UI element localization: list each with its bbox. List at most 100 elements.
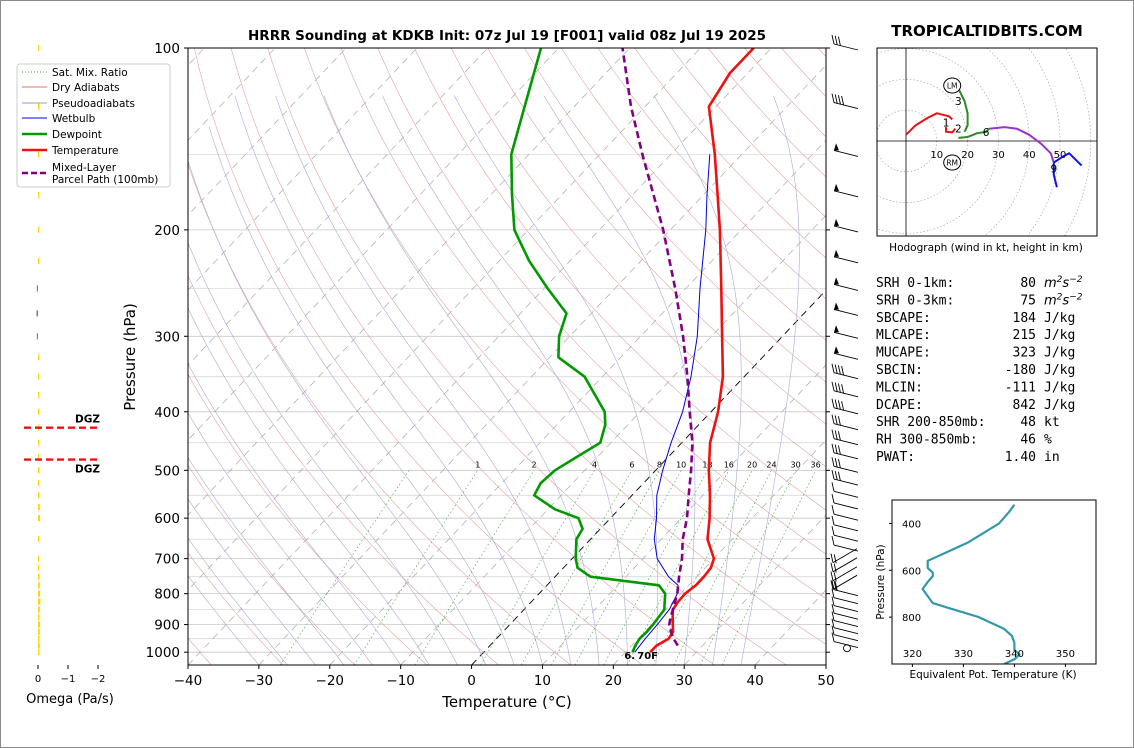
omega-bar (38, 621, 41, 628)
wind-barb-staff (833, 544, 859, 552)
omega-bar (38, 555, 40, 562)
dry-adiabat (414, 48, 826, 511)
wind-barb-feather (837, 458, 841, 469)
hodograph-height-label: 1 (943, 118, 950, 130)
legend-label: Wetbulb (52, 113, 96, 125)
pseudoadiabat (740, 95, 800, 665)
theta-y-label: Pressure (hPa) (875, 544, 887, 619)
wind-barb-staff (833, 620, 859, 627)
index-value: 842 (1013, 398, 1036, 413)
wind-barb-feather (831, 618, 835, 628)
wetbulb-line (634, 154, 711, 653)
index-value: 215 (1013, 328, 1036, 343)
wind-barb-feather (831, 611, 835, 621)
omega-bar (38, 573, 40, 580)
dry-adiabat (188, 464, 356, 665)
omega-x-tick-label: −1 (61, 674, 76, 685)
index-unit: kt (1044, 415, 1060, 430)
wind-barb-feather (831, 398, 835, 408)
wind-barb-feather (834, 415, 838, 425)
dry-adiabat (487, 48, 826, 425)
wind-barb-feather (831, 604, 835, 614)
wind-barb-feather (834, 458, 838, 468)
x-tick-label: 30 (676, 673, 693, 689)
pseudoadiabat (234, 95, 543, 665)
wind-barb-feather (830, 571, 834, 581)
index-value: 46 (1020, 433, 1036, 448)
wind-barb-flag (834, 277, 839, 285)
isotherm (471, 289, 826, 665)
omega-bar (36, 285, 38, 292)
isotherm (258, 64, 826, 665)
theta-frame (891, 499, 1097, 665)
site-watermark: TROPICALTIDBITS.COM (891, 22, 1083, 40)
index-unit: J/kg (1044, 328, 1075, 343)
omega-bar (38, 642, 40, 649)
wind-barb-feather (833, 563, 837, 573)
wind-barb-feather (830, 553, 834, 563)
omega-x-label: Omega (Pa/s) (26, 692, 114, 707)
omega-bar (36, 310, 38, 317)
wind-barb-feather (831, 596, 835, 606)
mixing-ratio-line (353, 470, 479, 665)
isotherm (188, 48, 701, 591)
wind-barb-staff (833, 627, 859, 635)
wind-barb-feather (833, 572, 837, 582)
omega-bar (38, 467, 40, 474)
wind-barb-feather (837, 383, 841, 393)
dry-adiabat (377, 48, 826, 555)
wind-barb-feather (831, 535, 835, 546)
mixing-ratio-label: 1 (475, 460, 480, 469)
index-unit: in (1044, 450, 1060, 465)
wind-barb-staff (833, 352, 859, 360)
mixing-ratio-label: 24 (766, 460, 776, 469)
wind-barb-feather (834, 581, 838, 591)
omega-bar (38, 439, 40, 446)
y-tick-label: 800 (154, 587, 180, 603)
wind-barb-staff (833, 331, 859, 339)
omega-bar (38, 354, 40, 361)
index-label: DCAPE: (876, 398, 923, 413)
pseudoadiabat (653, 95, 742, 665)
index-value: 75 (1020, 293, 1036, 308)
surface-dewpoint-label: 6. (624, 651, 635, 662)
omega-bar (38, 391, 40, 398)
legend-label: Dry Adiabats (52, 82, 120, 94)
storm-motion-label: LM (947, 82, 958, 91)
isotherm (329, 139, 826, 665)
chart-title: HRRR Sounding at KDKB Init: 07z Jul 19 [… (248, 28, 766, 44)
dry-adiabat (597, 48, 826, 300)
index-value: 1.40 (1005, 450, 1036, 465)
mixing-ratio-line (521, 470, 633, 665)
dgz-label: DGZ (75, 464, 100, 476)
skewt-plot-frame (187, 47, 827, 666)
mixing-ratio-label: 6 (629, 460, 634, 469)
hodograph-trace (905, 112, 953, 136)
dry-adiabat (267, 48, 787, 665)
x-tick-label: 40 (747, 673, 764, 689)
omega-bar (38, 564, 40, 571)
storm-motion-marker (943, 154, 962, 171)
wind-barb-staff (833, 225, 859, 233)
omega-x-tick-label: −2 (91, 674, 106, 685)
wind-barb-feather (841, 366, 845, 376)
mixed-layer-parcel-path-100mb-line (621, 48, 694, 647)
wind-barb-feather (831, 429, 835, 439)
index-unit: J/kg (1044, 363, 1075, 378)
hodograph-caption: Hodograph (wind in kt, height in km) (889, 242, 1083, 254)
wind-barb-feather (837, 365, 841, 375)
x-tick-label: 0 (467, 673, 476, 689)
mixing-ratio-label: 8 (657, 460, 662, 469)
index-unit: J/kg (1044, 380, 1075, 395)
wind-barb-staff (833, 407, 859, 415)
hodograph-ring-label: 50 (1054, 150, 1067, 161)
wind-barb-feather (831, 625, 835, 635)
isotherm (825, 664, 826, 665)
theta-y-tick-label: 600 (902, 566, 921, 577)
hodograph-trace (1053, 152, 1083, 167)
theta-x-tick-label: 350 (1056, 649, 1075, 660)
isotherm (188, 48, 489, 366)
mixing-ratio-label: 30 (791, 460, 801, 469)
isotherm (188, 48, 772, 665)
pseudoadiabat (188, 241, 458, 665)
